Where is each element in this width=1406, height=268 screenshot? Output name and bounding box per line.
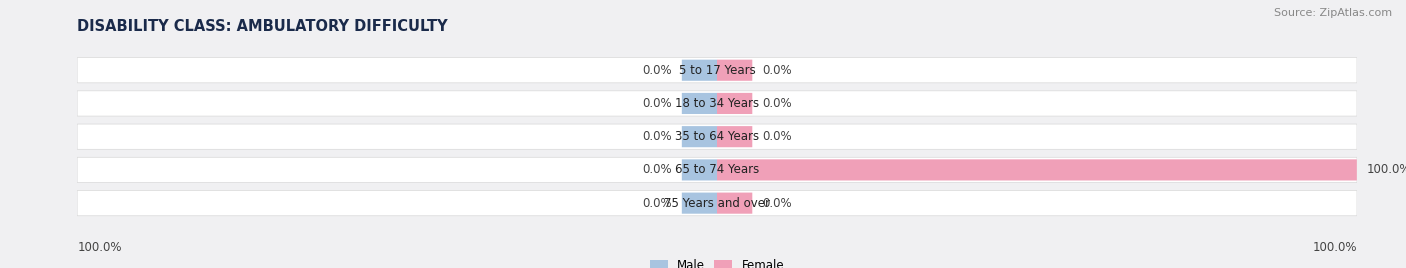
Legend: Male, Female: Male, Female [645, 255, 789, 268]
Text: 100.0%: 100.0% [1312, 241, 1357, 254]
Text: 0.0%: 0.0% [643, 163, 672, 176]
Text: 0.0%: 0.0% [643, 130, 672, 143]
Text: 18 to 34 Years: 18 to 34 Years [675, 97, 759, 110]
FancyBboxPatch shape [682, 159, 717, 180]
FancyBboxPatch shape [682, 126, 717, 147]
Text: 5 to 17 Years: 5 to 17 Years [679, 64, 755, 77]
Text: 100.0%: 100.0% [1367, 163, 1406, 176]
FancyBboxPatch shape [77, 124, 1357, 149]
FancyBboxPatch shape [682, 60, 717, 81]
FancyBboxPatch shape [77, 91, 1357, 116]
FancyBboxPatch shape [77, 58, 1357, 83]
Text: 0.0%: 0.0% [643, 197, 672, 210]
Text: 0.0%: 0.0% [762, 97, 792, 110]
Text: 35 to 64 Years: 35 to 64 Years [675, 130, 759, 143]
Text: 0.0%: 0.0% [643, 97, 672, 110]
Text: 75 Years and over: 75 Years and over [664, 197, 770, 210]
FancyBboxPatch shape [717, 93, 752, 114]
FancyBboxPatch shape [717, 159, 1357, 180]
FancyBboxPatch shape [682, 93, 717, 114]
FancyBboxPatch shape [717, 126, 752, 147]
Text: 0.0%: 0.0% [762, 64, 792, 77]
FancyBboxPatch shape [77, 157, 1357, 183]
Text: DISABILITY CLASS: AMBULATORY DIFFICULTY: DISABILITY CLASS: AMBULATORY DIFFICULTY [77, 19, 449, 34]
Text: Source: ZipAtlas.com: Source: ZipAtlas.com [1274, 8, 1392, 18]
Text: 0.0%: 0.0% [762, 197, 792, 210]
FancyBboxPatch shape [717, 193, 752, 214]
Text: 0.0%: 0.0% [643, 64, 672, 77]
FancyBboxPatch shape [77, 191, 1357, 216]
Text: 100.0%: 100.0% [77, 241, 122, 254]
Text: 0.0%: 0.0% [762, 130, 792, 143]
FancyBboxPatch shape [717, 60, 752, 81]
FancyBboxPatch shape [682, 193, 717, 214]
Text: 65 to 74 Years: 65 to 74 Years [675, 163, 759, 176]
